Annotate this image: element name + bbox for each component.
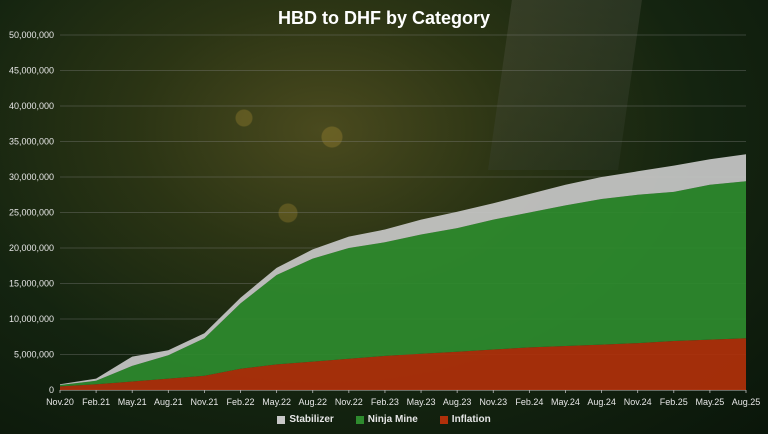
series-areas <box>60 154 746 390</box>
x-tick-label: May.23 <box>407 397 436 407</box>
y-tick-label: 30,000,000 <box>9 172 54 182</box>
series-area-inflation <box>60 338 746 390</box>
x-tick-label: May.21 <box>118 397 147 407</box>
y-tick-label: 0 <box>49 385 54 395</box>
chart-title: HBD to DHF by Category <box>277 8 490 28</box>
legend-item-inflation: Inflation <box>439 414 491 425</box>
y-tick-label: 15,000,000 <box>9 279 54 289</box>
y-tick-label: 45,000,000 <box>9 66 54 76</box>
legend: Stabilizer Ninja Mine Inflation <box>0 414 768 425</box>
x-tick-label: May.25 <box>695 397 724 407</box>
legend-item-stabilizer: Stabilizer <box>277 414 334 425</box>
x-tick-label: Feb.25 <box>660 397 688 407</box>
series-area-stabilizer <box>60 154 746 385</box>
x-tick-label: Aug.24 <box>587 397 616 407</box>
x-tick-label: Nov.22 <box>335 397 363 407</box>
y-tick-label: 10,000,000 <box>9 314 54 324</box>
y-tick-label: 50,000,000 <box>9 30 54 40</box>
x-tick-label: Feb.21 <box>82 397 110 407</box>
x-tick-label: Nov.24 <box>624 397 652 407</box>
y-axis-ticks: 0 5,000,000 10,000,000 15,000,000 20,000,000… <box>9 30 54 395</box>
y-tick-label: 35,000,000 <box>9 137 54 147</box>
x-axis-ticks: Nov.20 Feb.21 May.21 Aug.21 Nov.21 Feb.22 May.… <box>46 390 760 407</box>
x-tick-label: Nov.23 <box>479 397 507 407</box>
x-tick-label: May.22 <box>262 397 291 407</box>
x-tick-label: Aug.25 <box>732 397 761 407</box>
x-tick-label: Aug.23 <box>443 397 472 407</box>
y-tick-label: 5,000,000 <box>14 350 54 360</box>
x-tick-label: Aug.22 <box>298 397 327 407</box>
legend-swatch <box>355 415 364 424</box>
x-tick-label: Feb.23 <box>371 397 399 407</box>
series-area-ninja-mine <box>60 181 746 387</box>
legend-label: Stabilizer <box>289 414 334 425</box>
x-tick-label: Nov.20 <box>46 397 74 407</box>
legend-swatch <box>439 415 448 424</box>
y-tick-label: 40,000,000 <box>9 101 54 111</box>
y-tick-label: 20,000,000 <box>9 243 54 253</box>
x-tick-label: Feb.22 <box>227 397 255 407</box>
x-tick-label: Feb.24 <box>515 397 543 407</box>
legend-item-ninja-mine: Ninja Mine <box>355 414 418 425</box>
legend-swatch <box>277 415 286 424</box>
legend-label: Inflation <box>451 414 491 425</box>
x-tick-label: May.24 <box>551 397 580 407</box>
legend-label: Ninja Mine <box>367 414 418 425</box>
x-tick-label: Aug.21 <box>154 397 183 407</box>
x-tick-label: Nov.21 <box>190 397 218 407</box>
y-tick-label: 25,000,000 <box>9 208 54 218</box>
